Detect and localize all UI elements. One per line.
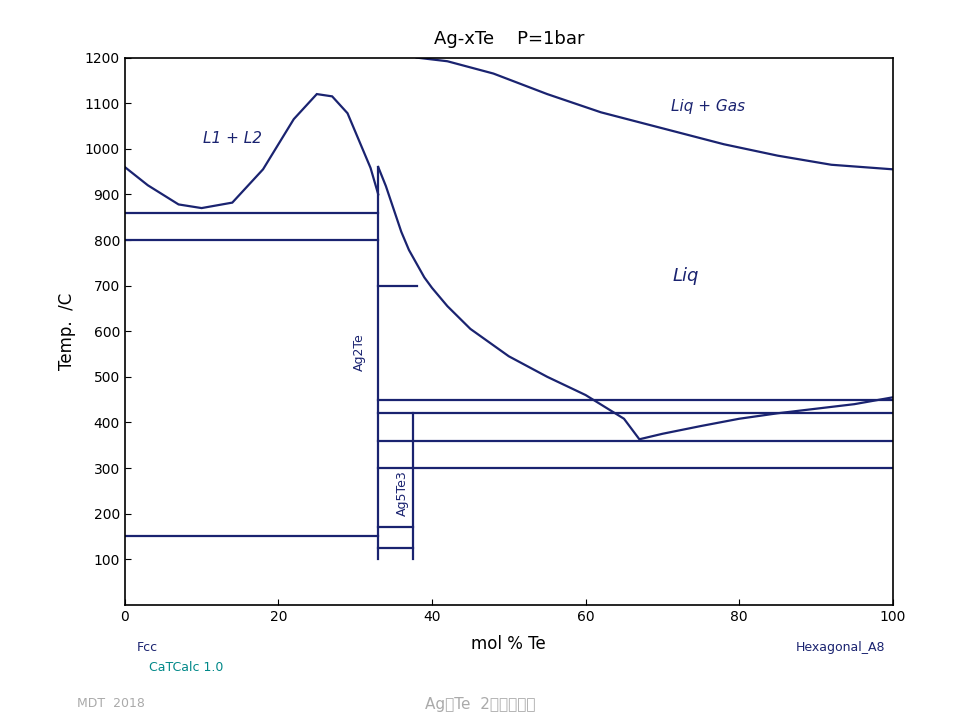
X-axis label: mol % Te: mol % Te xyxy=(471,635,546,653)
Text: MDT  2018: MDT 2018 xyxy=(77,697,145,710)
Text: Ag2Te: Ag2Te xyxy=(352,333,366,371)
Text: CaTCalc 1.0: CaTCalc 1.0 xyxy=(149,661,223,674)
Title: Ag-xTe    P=1bar: Ag-xTe P=1bar xyxy=(434,30,584,48)
Text: Ag5Te3: Ag5Te3 xyxy=(396,470,409,516)
Text: Ag－Te  2元系状態図: Ag－Te 2元系状態図 xyxy=(424,697,536,712)
Text: L1 + L2: L1 + L2 xyxy=(203,131,262,146)
Text: Liq: Liq xyxy=(672,268,699,285)
Y-axis label: Temp.  /C: Temp. /C xyxy=(59,292,77,370)
Text: Fcc: Fcc xyxy=(136,642,157,654)
Text: Liq + Gas: Liq + Gas xyxy=(671,99,746,114)
Text: Hexagonal_A8: Hexagonal_A8 xyxy=(796,642,885,654)
